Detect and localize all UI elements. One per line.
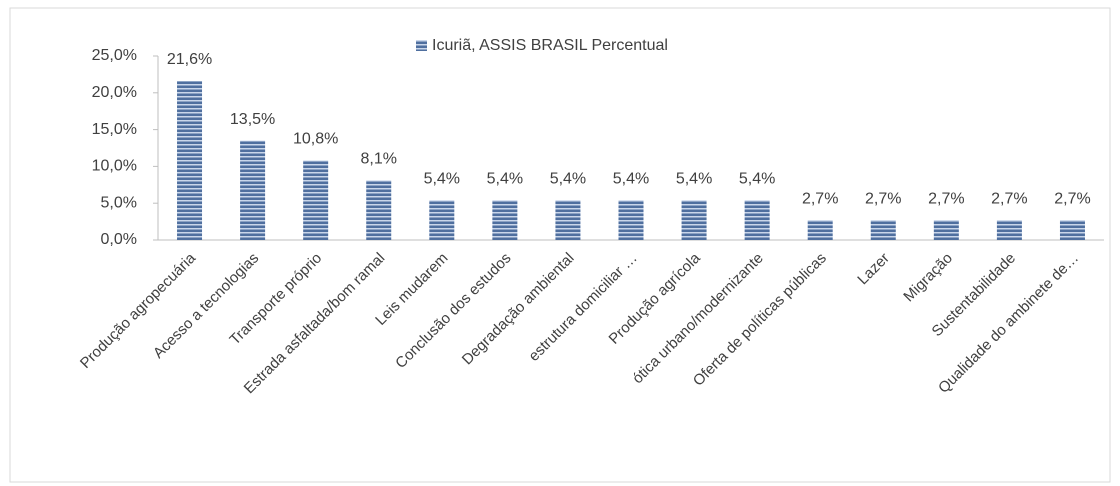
y-tick-label: 25,0% [92,47,137,64]
value-label: 5,4% [424,170,460,187]
bar [933,220,959,240]
value-label: 2,7% [802,190,838,207]
legend-label: Icuriã, ASSIS BRASIL Percentual [432,37,668,54]
bar [240,140,266,240]
y-tick-label: 20,0% [92,84,137,101]
value-label: 5,4% [550,170,586,187]
value-label: 13,5% [230,111,275,128]
chart-border [9,7,1111,483]
y-tick-label: 15,0% [92,121,137,138]
bar [744,200,770,240]
bar [366,180,392,240]
value-label: 5,4% [487,170,523,187]
value-label: 5,4% [676,170,712,187]
bar [870,220,896,240]
bar [1059,220,1085,240]
legend-swatch [416,40,427,51]
bar [555,200,581,240]
bar [996,220,1022,240]
value-label: 2,7% [1054,190,1090,207]
bar [618,200,644,240]
value-label: 21,6% [167,51,212,68]
value-label: 10,8% [293,131,338,148]
value-label: 2,7% [928,190,964,207]
value-label: 2,7% [991,190,1027,207]
bar [807,220,833,240]
value-label: 2,7% [865,190,901,207]
y-tick-label: 5,0% [101,194,137,211]
y-tick-label: 0,0% [101,231,137,248]
value-label: 8,1% [360,151,396,168]
value-label: 5,4% [613,170,649,187]
bar [177,81,203,240]
bar [303,160,329,240]
value-label: 5,4% [739,170,775,187]
y-tick-label: 10,0% [92,158,137,175]
bar [429,200,455,240]
bar [681,200,707,240]
bar [492,200,518,240]
